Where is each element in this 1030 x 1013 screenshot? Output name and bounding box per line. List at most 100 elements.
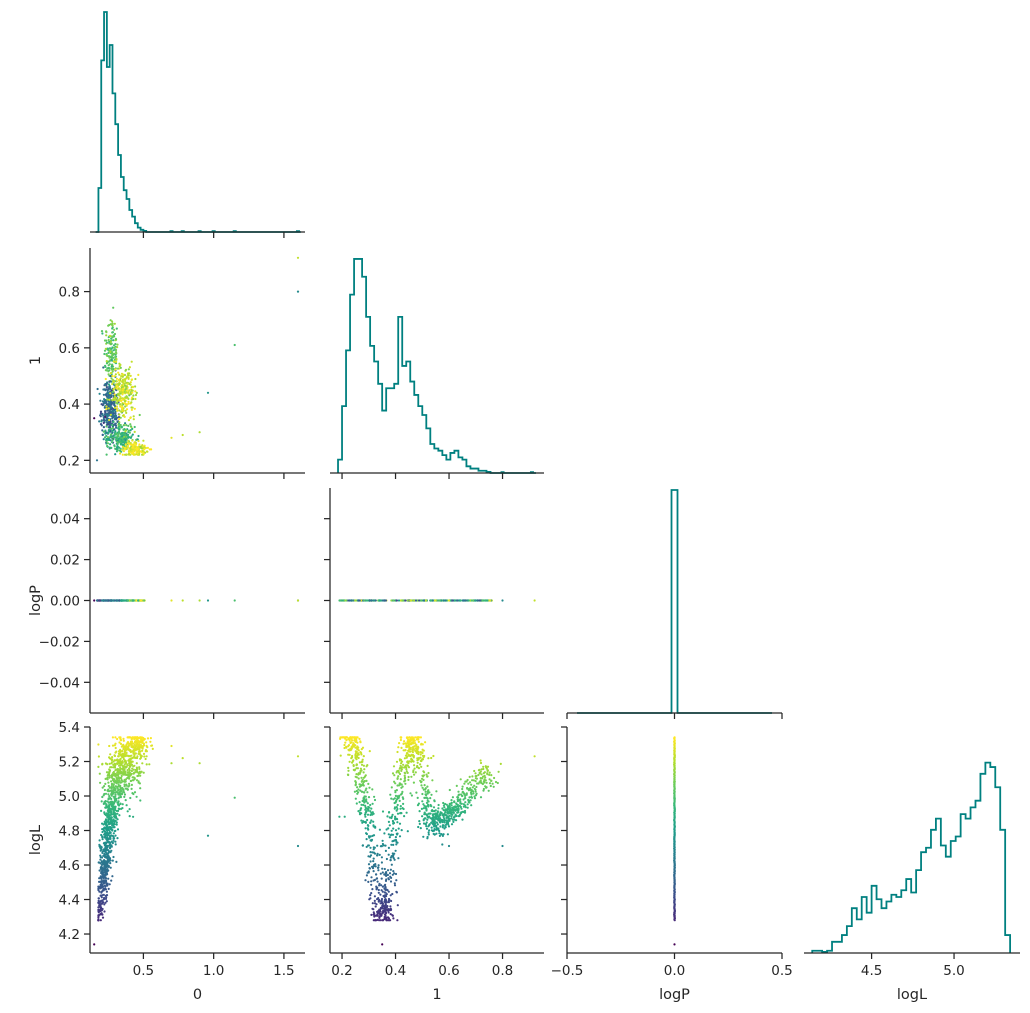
scatter-point	[478, 772, 481, 775]
scatter-point	[387, 901, 390, 904]
scatter-point	[142, 439, 145, 442]
scatter-point	[111, 390, 114, 393]
scatter-point	[366, 818, 369, 822]
scatter-point	[415, 791, 418, 794]
scatter-point	[123, 795, 126, 799]
scatter-point	[114, 813, 117, 816]
scatter-point	[122, 599, 125, 602]
scatter-point	[112, 346, 116, 349]
scatter-point	[97, 887, 100, 890]
scatter-point	[414, 599, 418, 602]
scatter-point	[411, 750, 414, 753]
scatter-point	[106, 862, 109, 865]
scatter-point	[388, 898, 391, 902]
scatter-point	[112, 839, 115, 842]
scatter-point	[105, 900, 108, 903]
scatter-point	[477, 769, 480, 772]
scatter-point	[486, 769, 489, 772]
scatter-point	[111, 415, 115, 418]
scatter-point	[378, 916, 381, 919]
scatter-point	[463, 599, 467, 602]
scatter-point	[403, 771, 406, 774]
scatter-point	[123, 780, 126, 783]
scatter-point	[363, 775, 367, 778]
scatter-point	[117, 793, 120, 796]
scatter-point	[98, 843, 101, 846]
scatter-point	[116, 812, 119, 815]
scatter-point	[106, 857, 109, 860]
scatter-point	[400, 769, 403, 773]
scatter-point	[383, 915, 386, 919]
scatter-point	[374, 905, 377, 908]
scatter-point	[467, 782, 470, 785]
scatter-point	[130, 360, 133, 363]
scatter-point	[135, 795, 138, 798]
scatter-point	[104, 894, 107, 897]
scatter-point	[486, 765, 490, 768]
scatter-point	[367, 855, 370, 858]
scatter-point	[473, 795, 476, 798]
scatter-point-outlier	[206, 391, 210, 394]
scatter-point	[392, 765, 396, 768]
scatter-point	[464, 780, 467, 783]
scatter-point	[103, 349, 107, 352]
scatter-point	[105, 341, 109, 344]
scatter-point	[364, 811, 367, 815]
scatter-point	[362, 764, 365, 767]
y-tick-label-1: 0.2	[59, 453, 80, 469]
scatter-point	[120, 807, 123, 811]
scatter-point	[407, 778, 410, 782]
scatter-point	[355, 746, 358, 749]
scatter-point	[110, 775, 113, 779]
scatter-point	[451, 806, 454, 809]
scatter-point	[127, 400, 130, 403]
scatter-point	[385, 919, 388, 922]
scatter-point	[422, 818, 425, 821]
scatter-point	[471, 786, 474, 789]
scatter-point	[474, 775, 477, 778]
scatter-point	[371, 834, 374, 838]
scatter-point	[105, 425, 108, 428]
scatter-point	[123, 378, 126, 381]
scatter-point	[362, 803, 365, 807]
scatter-point	[483, 781, 486, 784]
histogram-0	[95, 11, 301, 233]
scatter-point	[130, 772, 133, 776]
scatter-point	[132, 397, 135, 401]
scatter-point	[106, 347, 109, 350]
scatter-point	[110, 435, 113, 438]
scatter-point	[121, 435, 124, 438]
scatter-point	[117, 432, 120, 435]
scatter-point	[396, 777, 399, 780]
scatter-point	[437, 828, 440, 832]
scatter-point	[114, 736, 117, 739]
scatter-point	[351, 736, 354, 739]
scatter-point	[457, 796, 460, 799]
scatter-point	[474, 794, 478, 797]
scatter-point	[389, 905, 392, 908]
scatter-point	[400, 736, 403, 739]
scatter-point	[382, 844, 385, 847]
scatter-point	[413, 739, 416, 742]
scatter-point	[420, 743, 423, 746]
scatter-point	[110, 787, 113, 790]
scatter-point	[370, 811, 373, 814]
scatter-point	[345, 746, 348, 749]
scatter-point-outlier	[170, 762, 173, 765]
scatter-point	[395, 891, 398, 894]
scatter-point-outlier	[93, 417, 96, 420]
scatter-point	[435, 821, 438, 824]
scatter-point	[441, 826, 444, 829]
scatter-point	[97, 916, 100, 919]
scatter-point	[450, 804, 453, 807]
scatter-point	[401, 807, 404, 810]
scatter-point	[424, 823, 427, 826]
scatter-point	[398, 835, 402, 838]
scatter-point	[392, 917, 395, 920]
scatter-point	[129, 402, 132, 405]
scatter-point	[104, 792, 108, 795]
scatter-point	[108, 363, 111, 366]
scatter-point	[434, 822, 437, 826]
scatter-point-outlier	[95, 459, 99, 462]
scatter-point	[366, 827, 369, 830]
